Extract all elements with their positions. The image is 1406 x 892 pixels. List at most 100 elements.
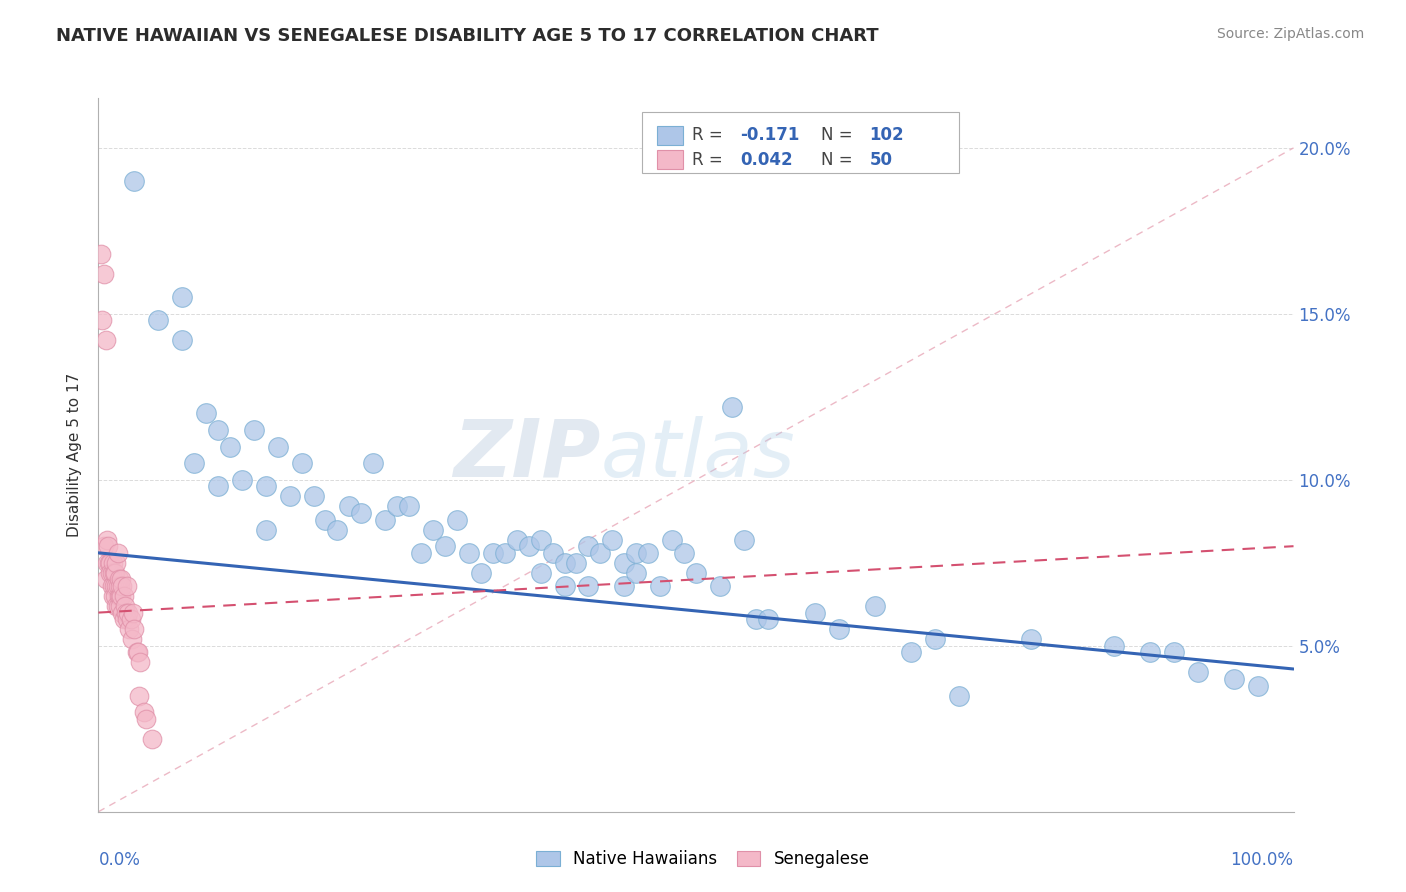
Point: [685, 566, 707, 580]
Point: [565, 556, 588, 570]
Point: [108, 589, 131, 603]
Point: [100, 566, 122, 580]
Point: [207, 423, 229, 437]
Point: [93, 267, 115, 281]
Point: [100, 579, 122, 593]
Point: [541, 546, 564, 560]
Point: [315, 513, 337, 527]
Point: [98, 566, 122, 580]
FancyBboxPatch shape: [657, 151, 683, 169]
Text: N =: N =: [821, 127, 858, 145]
Point: [339, 500, 361, 514]
Point: [195, 406, 218, 420]
Point: [141, 731, 163, 746]
Point: [96, 556, 118, 570]
Point: [118, 622, 141, 636]
Point: [411, 546, 433, 560]
Point: [183, 456, 205, 470]
Point: [434, 539, 457, 553]
Point: [254, 479, 277, 493]
Point: [278, 490, 301, 504]
Text: atlas: atlas: [600, 416, 796, 494]
Point: [112, 589, 135, 603]
Point: [107, 546, 129, 560]
Point: [733, 533, 755, 547]
Point: [1019, 632, 1042, 647]
Legend: Native Hawaiians, Senegalese: Native Hawaiians, Senegalese: [530, 844, 876, 875]
Point: [114, 599, 136, 613]
Text: R =: R =: [692, 127, 728, 145]
Point: [110, 589, 132, 603]
Point: [530, 533, 553, 547]
Point: [135, 712, 157, 726]
Point: [127, 645, 149, 659]
Point: [900, 645, 922, 659]
Point: [94, 334, 117, 348]
FancyBboxPatch shape: [657, 126, 683, 145]
Point: [124, 174, 146, 188]
Point: [128, 689, 150, 703]
Point: [721, 400, 744, 414]
FancyBboxPatch shape: [643, 112, 959, 173]
Point: [363, 456, 385, 470]
Point: [122, 606, 145, 620]
Point: [578, 539, 600, 553]
Point: [291, 456, 314, 470]
Point: [103, 579, 125, 593]
Point: [804, 606, 827, 620]
Point: [108, 579, 131, 593]
Point: [98, 556, 122, 570]
Point: [1223, 672, 1246, 686]
Point: [104, 566, 127, 580]
Point: [105, 579, 128, 593]
Point: [101, 556, 124, 570]
Point: [578, 579, 600, 593]
Point: [422, 523, 444, 537]
Point: [1139, 645, 1161, 659]
Point: [948, 689, 970, 703]
Point: [626, 546, 648, 560]
Point: [105, 599, 128, 613]
Point: [254, 523, 277, 537]
Point: [865, 599, 887, 613]
Point: [107, 599, 129, 613]
Text: 100.0%: 100.0%: [1230, 851, 1294, 869]
Point: [117, 606, 139, 620]
Point: [530, 566, 553, 580]
Point: [828, 622, 851, 636]
Point: [98, 556, 121, 570]
Point: [172, 290, 194, 304]
Point: [111, 606, 134, 620]
Point: [112, 612, 135, 626]
Point: [125, 645, 148, 659]
Point: [243, 423, 266, 437]
Point: [107, 579, 129, 593]
Point: [104, 589, 127, 603]
Point: [673, 546, 696, 560]
Point: [90, 247, 112, 261]
Point: [105, 556, 128, 570]
Point: [613, 579, 636, 593]
Point: [148, 313, 170, 327]
Point: [97, 539, 120, 553]
Point: [124, 622, 146, 636]
Point: [93, 539, 115, 553]
Point: [108, 599, 131, 613]
Point: [120, 612, 142, 626]
Point: [506, 533, 529, 547]
Text: 102: 102: [869, 127, 904, 145]
Point: [494, 546, 516, 560]
Point: [398, 500, 420, 514]
Text: Source: ZipAtlas.com: Source: ZipAtlas.com: [1216, 27, 1364, 41]
Point: [481, 546, 505, 560]
Text: 0.0%: 0.0%: [98, 851, 141, 869]
Text: 50: 50: [869, 151, 893, 169]
Point: [458, 546, 481, 560]
Text: N =: N =: [821, 151, 858, 169]
Text: 0.042: 0.042: [740, 151, 793, 169]
Point: [554, 556, 576, 570]
Point: [219, 440, 242, 454]
Text: ZIP: ZIP: [453, 416, 600, 494]
Point: [470, 566, 492, 580]
Point: [554, 579, 576, 593]
